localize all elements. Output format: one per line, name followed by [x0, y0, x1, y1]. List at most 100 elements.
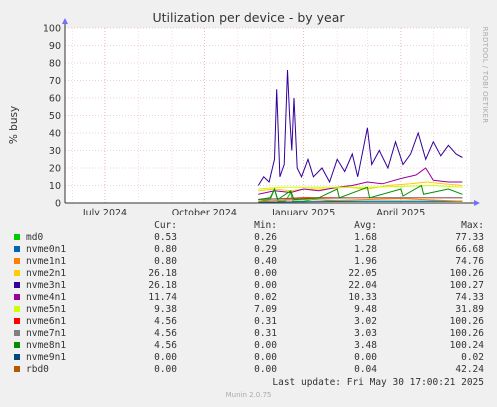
x-tick-label: April 2025 — [376, 208, 425, 215]
header-max: Max: — [461, 220, 484, 231]
plot-background — [65, 28, 470, 203]
legend-cur: 0.80 — [154, 256, 177, 267]
legend-header: Cur: Min: Avg: Max: — [0, 220, 497, 232]
legend-max: 100.26 — [449, 268, 484, 279]
y-tick-label: 30 — [49, 146, 61, 157]
series-line-nvme5n1 — [258, 184, 463, 190]
legend-row: nvme2n1 26.18 0.00 22.05 100.26 — [0, 268, 497, 280]
legend-max: 100.24 — [449, 340, 484, 351]
legend-max: 100.26 — [449, 316, 484, 327]
legend-swatch — [14, 258, 20, 264]
legend-max: 77.33 — [455, 232, 484, 243]
y-axis-arrow — [62, 18, 68, 24]
legend-min: 0.40 — [254, 256, 277, 267]
legend-row: nvme9n1 0.00 0.00 0.00 0.02 — [0, 352, 497, 364]
header-avg: Avg: — [354, 220, 377, 231]
legend-min: 0.31 — [254, 316, 277, 327]
series-line-nvme3n1 — [257, 69, 463, 186]
legend-device-name: nvme2n1 — [26, 268, 67, 279]
legend-swatch — [14, 270, 20, 276]
legend-swatch — [14, 246, 20, 252]
series-line-nvme4n1 — [258, 167, 463, 195]
legend-min: 0.00 — [254, 268, 277, 279]
legend-row: nvme4n1 11.74 0.02 10.33 74.33 — [0, 292, 497, 304]
y-tick-label: 0 — [55, 199, 61, 210]
legend-swatch — [14, 318, 20, 324]
header-min: Min: — [254, 220, 277, 231]
legend-avg: 0.04 — [354, 364, 377, 375]
legend-row: md0 0.53 0.26 1.68 77.33 — [0, 232, 497, 244]
x-ticks: July 2024 October 2024 January 2025 April 2… — [82, 208, 426, 215]
legend-cur: 9.38 — [154, 304, 177, 315]
y-tick-label: 10 — [49, 181, 61, 192]
legend-cur: 26.18 — [148, 268, 177, 279]
legend-avg: 9.48 — [354, 304, 377, 315]
y-tick-label: 80 — [49, 59, 61, 70]
legend-device-name: nvme7n1 — [26, 328, 67, 339]
y-tick-label: 60 — [49, 94, 61, 105]
legend-table: Cur: Min: Avg: Max: md0 0.53 0.26 1.68 77.33… — [0, 220, 497, 376]
legend-cur: 26.18 — [148, 280, 177, 291]
legend-cur: 11.74 — [148, 292, 177, 303]
legend-min: 7.09 — [254, 304, 277, 315]
legend-min: 0.00 — [254, 340, 277, 351]
legend-device-name: nvme5n1 — [26, 304, 67, 315]
legend-cur: 4.56 — [154, 328, 177, 339]
y-tick-label: 90 — [49, 41, 61, 52]
y-tick-label: 40 — [49, 129, 61, 140]
legend-rows: md0 0.53 0.26 1.68 77.33 nvme0n1 0.80 0.29 1.28 6… — [0, 232, 497, 376]
legend-cur: 0.00 — [154, 352, 177, 363]
legend-row: rbd0 0.00 0.00 0.04 42.24 — [0, 364, 497, 376]
legend-device-name: nvme6n1 — [26, 316, 67, 327]
series-line-nvme7n1 — [258, 197, 463, 200]
y-tick-label: 20 — [49, 164, 61, 175]
legend-device-name: nvme9n1 — [26, 352, 67, 363]
legend-device-name: rbd0 — [26, 364, 49, 375]
chart-title: Utilization per device - by year — [152, 10, 345, 25]
y-tick-label: 50 — [49, 111, 61, 122]
legend-avg: 3.03 — [354, 328, 377, 339]
legend-row: nvme0n1 0.80 0.29 1.28 66.68 — [0, 244, 497, 256]
x-tick-label: October 2024 — [172, 208, 237, 215]
munin-version: Munin 2.0.75 — [225, 391, 272, 399]
legend-swatch — [14, 354, 20, 360]
legend-avg: 3.02 — [354, 316, 377, 327]
legend-avg: 10.33 — [348, 292, 377, 303]
series-line-nvme8n1 — [258, 184, 463, 201]
legend-swatch — [14, 282, 20, 288]
legend-min: 0.26 — [254, 232, 277, 243]
last-update: Last update: Fri May 30 17:00:21 2025 — [272, 377, 484, 388]
x-tick-label: July 2024 — [82, 208, 127, 215]
legend-row: nvme7n1 4.56 0.31 3.03 100.26 — [0, 328, 497, 340]
legend-cur: 4.56 — [154, 340, 177, 351]
legend-max: 100.27 — [449, 280, 484, 291]
chart-plot: 0 10 20 30 40 50 60 70 80 90 100 July 2024 October … — [43, 18, 480, 215]
legend-device-name: nvme3n1 — [26, 280, 67, 291]
legend-swatch — [14, 294, 20, 300]
legend-avg: 0.00 — [354, 352, 377, 363]
legend-cur: 0.80 — [154, 244, 177, 255]
legend-max: 0.02 — [461, 352, 484, 363]
legend-max: 42.24 — [455, 364, 484, 375]
legend-min: 0.00 — [254, 352, 277, 363]
legend-min: 0.31 — [254, 328, 277, 339]
legend-avg: 22.05 — [348, 268, 377, 279]
header-cur: Cur: — [154, 220, 177, 231]
legend-device-name: md0 — [26, 232, 44, 243]
legend-avg: 1.28 — [354, 244, 377, 255]
series-line-nvme2n1 — [258, 181, 463, 192]
legend-row: nvme1n1 0.80 0.40 1.96 74.76 — [0, 256, 497, 268]
legend-swatch — [14, 330, 20, 336]
legend-device-name: nvme1n1 — [26, 256, 67, 267]
legend-swatch — [14, 306, 20, 312]
legend-row: nvme5n1 9.38 7.09 9.48 31.89 — [0, 304, 497, 316]
series-line-nvme0n1 — [258, 200, 463, 203]
legend-min: 0.00 — [254, 280, 277, 291]
y-ticks: 0 10 20 30 40 50 60 70 80 90 100 — [43, 24, 61, 210]
legend-swatch — [14, 366, 20, 372]
legend-row: nvme8n1 4.56 0.00 3.48 100.24 — [0, 340, 497, 352]
legend-device-name: nvme0n1 — [26, 244, 67, 255]
legend-device-name: nvme4n1 — [26, 292, 67, 303]
legend-cur: 0.00 — [154, 364, 177, 375]
legend-avg: 1.96 — [354, 256, 377, 267]
